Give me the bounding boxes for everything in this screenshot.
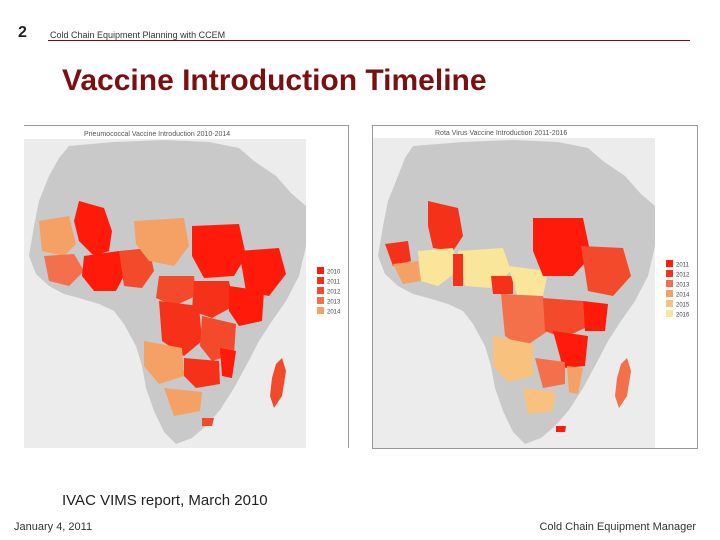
header-rule [48,40,690,41]
slide-title: Vaccine Introduction Timeline [62,64,487,97]
pneumococcal-map-panel: Pneumococcal Vaccine Introduction 2010-2… [24,125,349,448]
legend-swatch [666,290,673,297]
legend-swatch [317,297,324,304]
introduction-regions [39,201,286,426]
legend-label: 2014 [327,310,341,316]
rotavirus-map: Rota Virus Vaccine Introduction 2011-201… [373,126,697,448]
legend-swatch [317,307,324,314]
legend-swatch [666,300,673,307]
legend-swatch [666,310,673,317]
legend-swatch [317,277,324,284]
legend-swatch [666,270,673,277]
legend-label: 2012 [327,290,341,296]
legend-label: 2016 [676,313,690,319]
legend-label: 2011 [676,263,690,269]
legend-swatch [666,280,673,287]
map-title: Rota Virus Vaccine Introduction 2011-201… [435,130,567,137]
map-title: Pneumococcal Vaccine Introduction 2010-2… [84,131,230,138]
legend: 2011 2012 2013 2014 2015 2016 [666,260,690,319]
pneumococcal-map: Pneumococcal Vaccine Introduction 2010-2… [24,126,348,448]
legend-label: 2013 [327,300,341,306]
legend-label: 2011 [327,280,341,286]
legend-label: 2010 [327,270,341,276]
legend-label: 2014 [676,293,690,299]
footer-title: Cold Chain Equipment Manager [539,521,696,533]
header-text: Cold Chain Equipment Planning with CCEM [50,30,226,40]
legend-label: 2013 [676,283,690,289]
legend-label: 2012 [676,273,690,279]
legend-swatch [317,287,324,294]
madagascar-shape [615,358,631,408]
legend-swatch [317,267,324,274]
legend-label: 2015 [676,303,690,309]
legend-swatch [666,260,673,267]
rotavirus-map-panel: Rota Virus Vaccine Introduction 2011-201… [372,125,698,449]
introduction-regions [385,201,631,432]
slide-number: 2 [18,24,27,41]
citation: IVAC VIMS report, March 2010 [62,492,268,509]
footer-date: January 4, 2011 [14,521,93,533]
madagascar-shape [270,358,286,408]
legend: 2010 2011 2012 2013 2014 [317,267,341,316]
